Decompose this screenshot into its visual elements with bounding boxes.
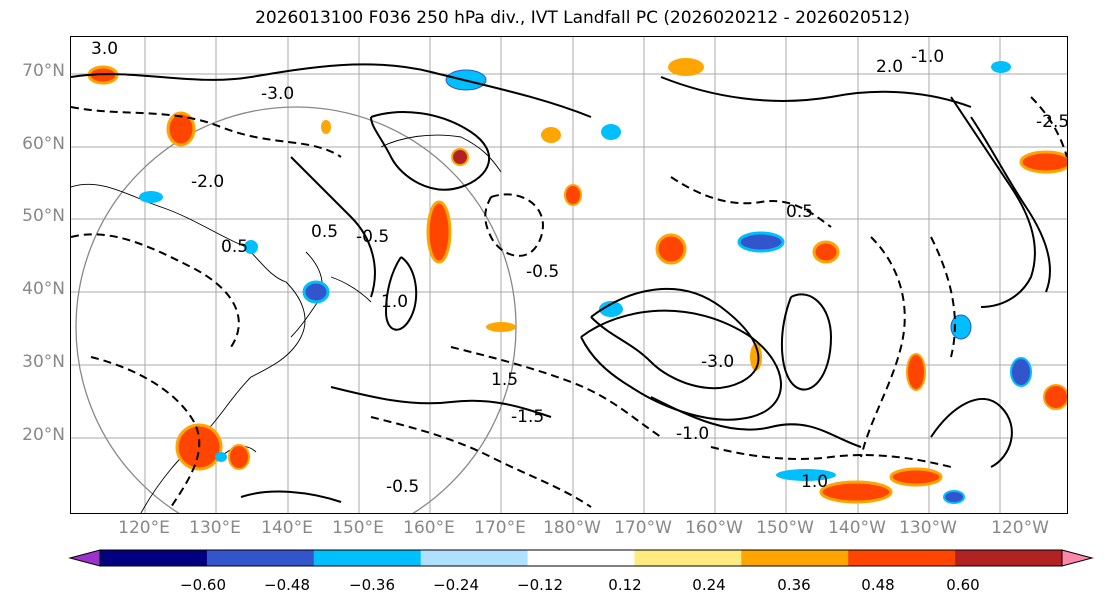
colorbar-tick: −0.48 bbox=[264, 576, 310, 594]
colorbar-tick: 0.48 bbox=[861, 576, 895, 594]
contour-label: -1.5 bbox=[511, 407, 544, 427]
contour-label: -1.0 bbox=[911, 47, 944, 67]
lon-label: 180°W bbox=[543, 518, 601, 538]
colorbar-tick: −0.36 bbox=[349, 576, 395, 594]
colorbar-tick: 0.60 bbox=[946, 576, 980, 594]
lon-label: 160°W bbox=[685, 518, 743, 538]
contour-label: -3.0 bbox=[261, 84, 294, 104]
lat-label: 40°N bbox=[22, 279, 65, 299]
colorbar-segment bbox=[527, 550, 635, 566]
lon-label: 150°W bbox=[756, 518, 814, 538]
contour-label: 0.5 bbox=[221, 237, 248, 257]
colorbar-extend-low bbox=[68, 549, 101, 567]
contour-label: 1.0 bbox=[381, 292, 408, 312]
lon-label: 140°E bbox=[261, 518, 313, 538]
map-panel: 3.0 -3.0 0.5 -0.5 1.0 2.0 -2.0 1.5 -1.0 … bbox=[70, 36, 1068, 514]
colorbar-tick: 0.24 bbox=[692, 576, 726, 594]
colorbar-segment bbox=[313, 550, 422, 566]
lon-label: 160°E bbox=[403, 518, 455, 538]
contour-label: 1.5 bbox=[491, 370, 518, 390]
colorbar-segment bbox=[848, 550, 956, 566]
colorbar-tick: −0.60 bbox=[180, 576, 226, 594]
colorbar-extend-high bbox=[1061, 549, 1094, 567]
map-canvas: 3.0 -3.0 0.5 -0.5 1.0 2.0 -2.0 1.5 -1.0 … bbox=[71, 37, 1067, 513]
colorbar-segment bbox=[420, 550, 529, 566]
lat-label: 70°N bbox=[22, 61, 65, 81]
contour-label: 0.5 bbox=[311, 222, 338, 242]
contour-label: -0.5 bbox=[356, 227, 389, 247]
lon-label: 120°E bbox=[118, 518, 170, 538]
contour-label: -2.0 bbox=[191, 172, 224, 192]
lon-label: 140°W bbox=[828, 518, 886, 538]
contour-label: 0.5 bbox=[786, 202, 813, 222]
contour-label: -3.0 bbox=[701, 352, 734, 372]
colorbar-segment bbox=[634, 550, 742, 566]
range-circle bbox=[75, 106, 517, 513]
divergence-fill bbox=[87, 58, 1067, 504]
lon-label: 130°W bbox=[899, 518, 957, 538]
colorbar-tick: −0.24 bbox=[433, 576, 479, 594]
lat-label: 50°N bbox=[22, 206, 65, 226]
contour-label: -2.5 bbox=[1036, 112, 1067, 132]
contour-label-group: 3.0 -3.0 0.5 -0.5 1.0 2.0 -2.0 1.5 -1.0 … bbox=[91, 39, 1067, 497]
lon-label: 120°W bbox=[991, 518, 1049, 538]
colorbar-segment bbox=[741, 550, 849, 566]
contour-label: -0.5 bbox=[386, 477, 419, 497]
colorbar-segment bbox=[955, 550, 1063, 566]
contour-label: -1.0 bbox=[676, 424, 709, 444]
negative-contours bbox=[71, 96, 1067, 508]
colorbar bbox=[68, 549, 1094, 567]
colorbar-border bbox=[99, 549, 1063, 567]
contour-label: 2.0 bbox=[876, 57, 903, 77]
lon-label: 130°E bbox=[189, 518, 241, 538]
lon-label: 150°E bbox=[332, 518, 384, 538]
lat-label: 20°N bbox=[22, 425, 65, 445]
colorbar-tick: 0.12 bbox=[608, 576, 642, 594]
map-title: 2026013100 F036 250 hPa div., IVT Landfa… bbox=[255, 8, 910, 28]
colorbar-tick: −0.12 bbox=[517, 576, 563, 594]
lon-label: 170°W bbox=[614, 518, 672, 538]
contour-label: -0.5 bbox=[526, 262, 559, 282]
colorbar-segment bbox=[100, 550, 208, 566]
lon-label: 170°E bbox=[474, 518, 526, 538]
colorbar-tick: 0.36 bbox=[777, 576, 811, 594]
graticule bbox=[71, 37, 1067, 513]
contour-label: 3.0 bbox=[91, 39, 118, 59]
lat-label: 30°N bbox=[22, 352, 65, 372]
contour-label: 1.0 bbox=[801, 472, 828, 492]
lat-label: 60°N bbox=[22, 134, 65, 154]
colorbar-segment bbox=[206, 550, 315, 566]
coastlines bbox=[71, 134, 502, 513]
positive-contours bbox=[71, 63, 1051, 503]
